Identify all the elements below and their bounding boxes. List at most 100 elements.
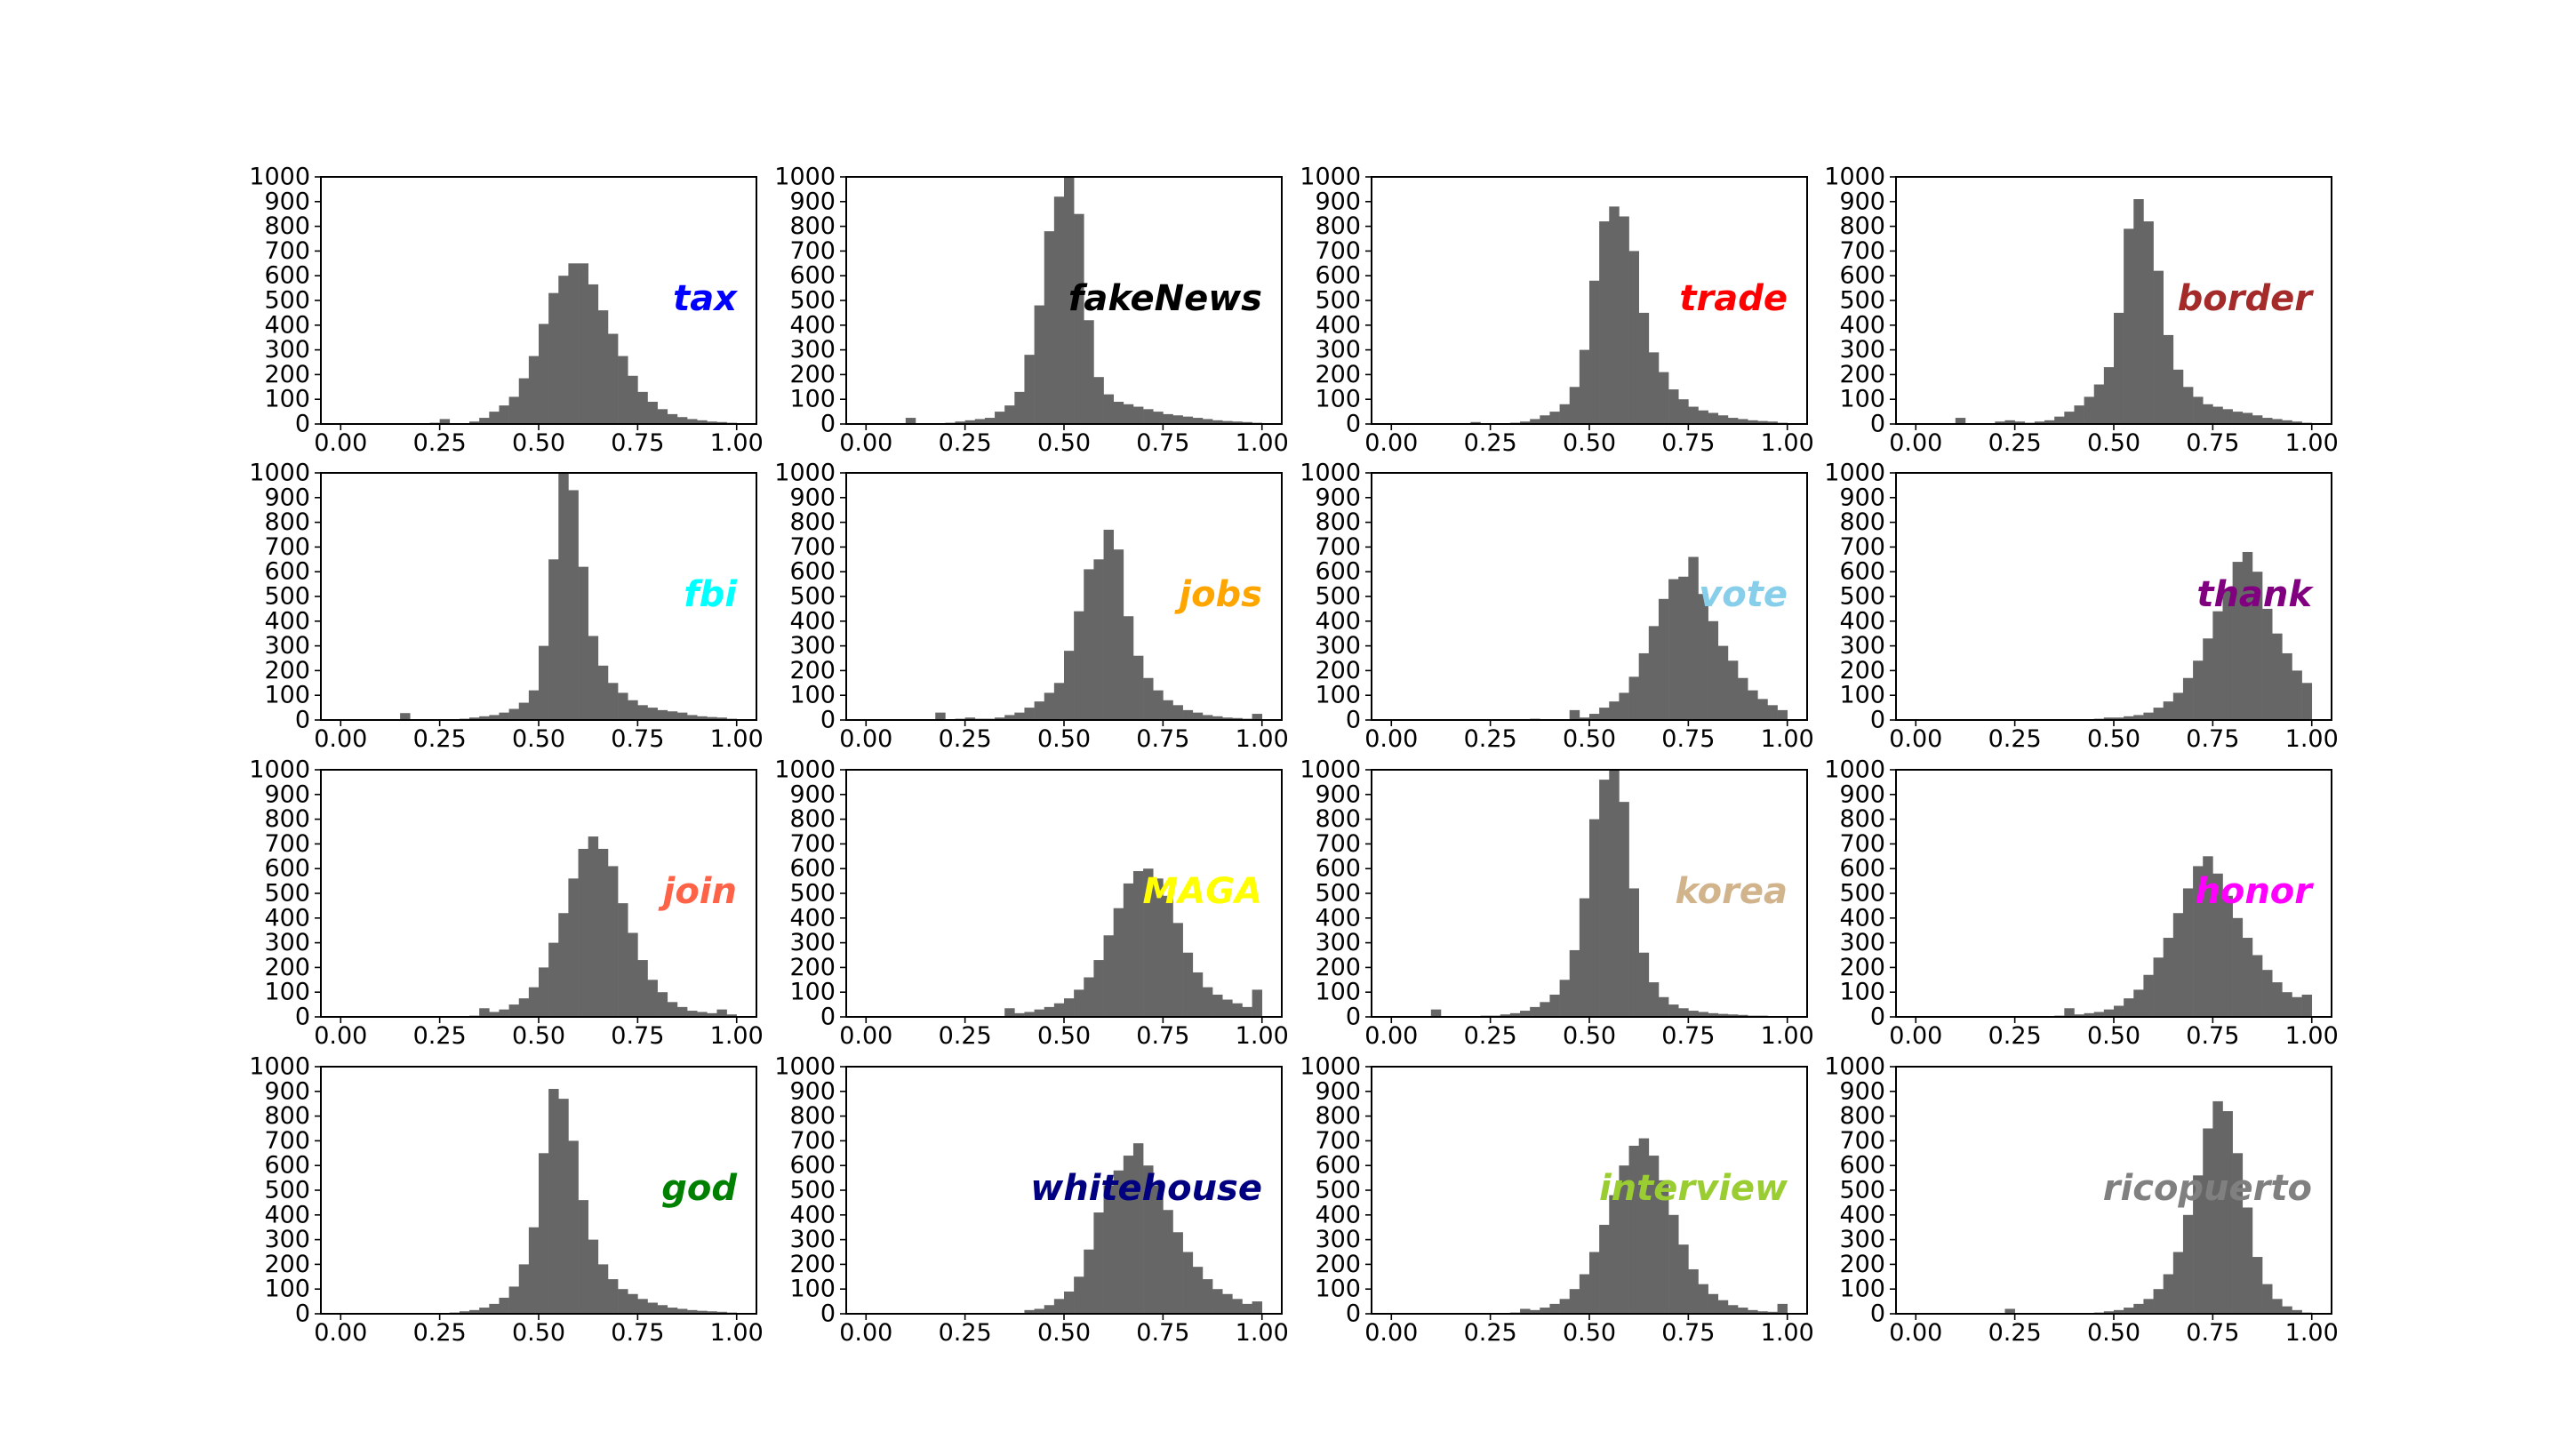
histogram-bar — [2004, 420, 2015, 424]
histogram-bar — [489, 1303, 500, 1314]
histogram-bar — [1093, 559, 1104, 720]
histogram-bar — [1004, 1008, 1015, 1017]
y-tick-label: 500 — [789, 583, 836, 611]
histogram-bar — [1182, 416, 1194, 424]
histogram-bar — [578, 566, 588, 720]
histogram-bar — [1698, 1012, 1708, 1017]
y-tick-label: 300 — [1315, 632, 1361, 660]
panel-bars — [1024, 1143, 1263, 1314]
histogram-bar — [1202, 987, 1213, 1017]
x-tick-label: 0.50 — [1563, 1022, 1616, 1050]
x-tick-label: 0.75 — [2186, 1319, 2239, 1347]
y-tick-label: 0 — [1346, 1004, 1361, 1031]
y-tick-label: 400 — [1839, 311, 1885, 339]
histogram-bar — [676, 1308, 688, 1314]
y-tick-label: 600 — [1315, 855, 1361, 883]
panel-word-label: border — [2178, 278, 2315, 319]
histogram-bar — [2064, 412, 2075, 424]
histogram-bar — [1688, 1268, 1699, 1314]
x-tick-label: 0.75 — [611, 725, 664, 753]
histogram-bar — [1044, 1006, 1055, 1017]
histogram-bar — [1757, 420, 1768, 424]
y-tick-label: 900 — [264, 780, 310, 808]
histogram-bar — [1688, 1011, 1699, 1017]
histogram-bar — [637, 391, 648, 424]
histogram-bar — [1242, 1006, 1252, 1017]
histogram-bar — [588, 636, 599, 720]
y-tick-label: 200 — [1315, 1251, 1361, 1278]
histogram-bar — [2282, 420, 2292, 424]
y-tick-label: 500 — [1315, 1177, 1361, 1204]
histogram-bar — [548, 559, 559, 720]
histogram-bar — [2232, 1153, 2244, 1314]
histogram-bar — [1520, 1308, 1531, 1314]
histogram-bar — [667, 1308, 678, 1314]
histogram-bar — [588, 284, 599, 424]
y-tick-label: 1000 — [1824, 756, 1885, 784]
histogram-bar — [479, 1308, 490, 1314]
histogram-bar — [558, 473, 569, 720]
y-tick-label: 100 — [1315, 682, 1361, 709]
histogram-bar — [558, 1099, 569, 1314]
y-tick-label: 400 — [789, 904, 836, 932]
y-tick-label: 300 — [789, 336, 836, 364]
histogram-bar — [1222, 1293, 1233, 1314]
y-tick-label: 1000 — [1824, 460, 1885, 487]
histogram-bar — [1014, 1012, 1025, 1017]
histogram-bar — [2222, 588, 2233, 720]
histogram-bar — [568, 263, 579, 424]
y-tick-label: 600 — [264, 855, 310, 883]
histogram-bar — [687, 419, 698, 424]
histogram-bar — [1727, 418, 1739, 424]
y-tick-label: 600 — [264, 262, 310, 290]
panel-bars — [905, 177, 1263, 424]
histogram-bar — [1638, 952, 1650, 1017]
histogram-bar — [2124, 1308, 2134, 1314]
histogram-bar — [1727, 1014, 1739, 1017]
histogram-bar — [1559, 980, 1571, 1017]
histogram-bar — [707, 421, 717, 424]
y-tick-label: 100 — [1839, 979, 1885, 1006]
y-tick-label: 400 — [264, 311, 310, 339]
histogram-bar — [1658, 372, 1669, 424]
histogram-bar — [1738, 1308, 1748, 1314]
histogram-bar — [2212, 406, 2223, 424]
histogram-bar — [2203, 638, 2213, 720]
y-tick-label: 700 — [789, 830, 836, 858]
panel-word-label: god — [661, 1168, 737, 1209]
panel-bars — [1509, 1138, 1788, 1314]
histogram-bar — [1648, 982, 1660, 1017]
y-tick-label: 400 — [264, 607, 310, 635]
histogram-bar — [974, 419, 986, 424]
y-tick-label: 300 — [264, 632, 310, 660]
histogram-bar — [508, 1286, 520, 1314]
histogram-bar — [1064, 998, 1075, 1017]
panel-word-label: join — [658, 871, 737, 912]
histogram-bar — [1609, 701, 1620, 720]
y-tick-label: 0 — [1870, 411, 1885, 438]
y-tick-label: 800 — [1839, 805, 1885, 833]
histogram-bar — [1668, 1004, 1679, 1017]
histogram-bar — [667, 1002, 678, 1017]
histogram-bar — [697, 420, 708, 424]
histogram-bar — [1738, 677, 1748, 720]
y-tick-label: 300 — [264, 336, 310, 364]
histogram-bar — [1044, 231, 1055, 424]
panel-bars — [1470, 206, 1788, 424]
histogram-bar — [1123, 404, 1134, 424]
histogram-bar — [459, 1311, 470, 1314]
histogram-bar — [2172, 692, 2184, 720]
y-tick-label: 900 — [789, 188, 836, 215]
x-tick-label: 0.50 — [1037, 725, 1091, 753]
histogram-bar — [1014, 712, 1025, 720]
histogram-bar — [400, 713, 411, 720]
y-tick-label: 0 — [1870, 1004, 1885, 1031]
histogram-bar — [2163, 334, 2174, 424]
histogram-bar — [499, 1009, 509, 1017]
histogram-bar — [2074, 1014, 2084, 1017]
y-tick-label: 1000 — [1824, 164, 1885, 191]
histogram-bar — [726, 1014, 738, 1017]
